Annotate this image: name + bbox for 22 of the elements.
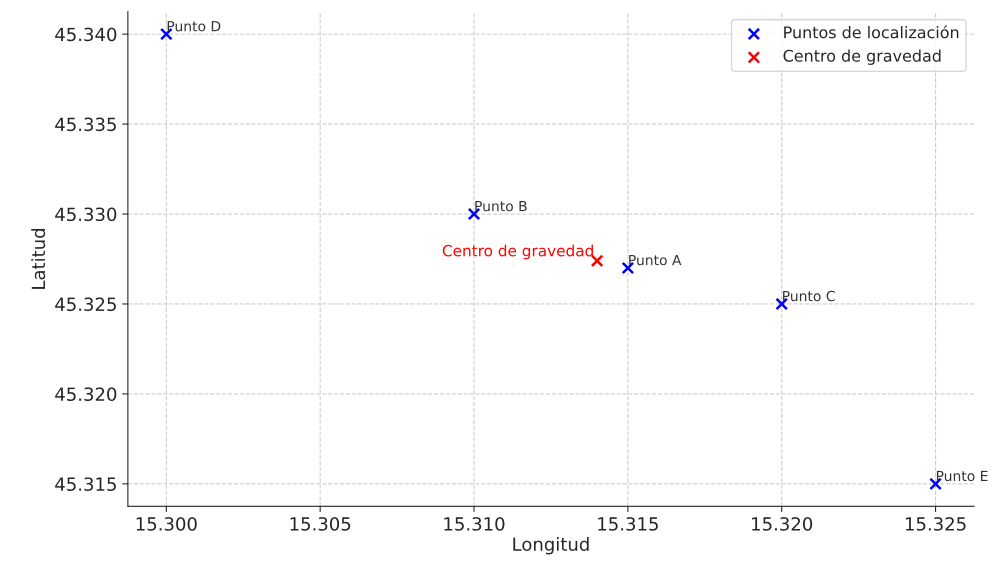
x-axis-title: Longitud — [513, 537, 589, 554]
annotation: Centro de gravedad — [442, 244, 593, 260]
y-tick-label: 45.320 — [55, 387, 116, 402]
annotation: Punto E — [936, 470, 988, 482]
legend-label: Centro de gravedad — [784, 49, 940, 65]
x-tick-label: 15.325 — [906, 517, 966, 531]
y-axis-title: Latitud — [31, 229, 46, 289]
annotation: Punto D — [168, 21, 220, 32]
annotation: Punto B — [475, 201, 527, 212]
x-tick-label: 15.320 — [752, 517, 812, 531]
x-tick-label: 15.310 — [444, 517, 504, 531]
y-tick-label: 45.330 — [55, 207, 116, 222]
x-tick-label: 15.305 — [290, 517, 350, 531]
y-tick-label: 45.325 — [55, 297, 116, 312]
x-tick-label: 15.300 — [136, 517, 197, 531]
annotation: Punto A — [629, 254, 682, 266]
annotation: Punto C — [783, 290, 835, 302]
x-tick-label: 15.315 — [598, 517, 658, 531]
y-tick-label: 45.315 — [55, 477, 116, 491]
y-tick-label: 45.340 — [55, 28, 116, 42]
y-tick-label: 45.335 — [55, 118, 116, 132]
legend-label: Puntos de localización — [784, 25, 958, 38]
